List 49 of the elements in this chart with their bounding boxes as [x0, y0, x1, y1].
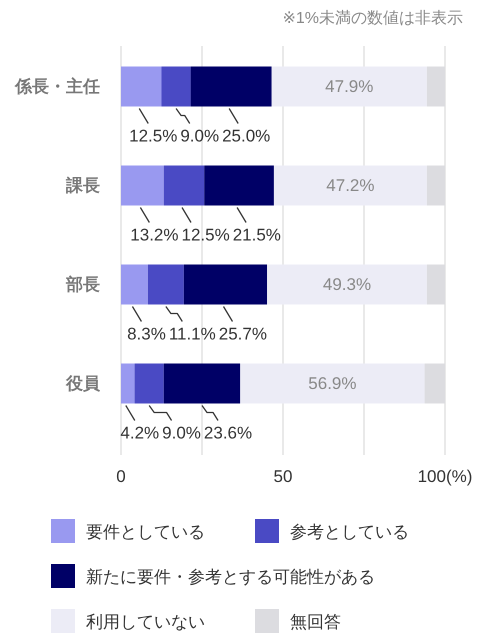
data-label: 13.2% [130, 226, 178, 244]
data-label: 49.3% [322, 275, 372, 294]
bar [240, 364, 425, 404]
bar [121, 66, 162, 106]
data-label: 11.1% [168, 324, 216, 344]
bar [184, 264, 268, 304]
data-label: 8.3% [127, 324, 166, 344]
bar [162, 66, 191, 106]
y-tick-label: 係長・主任 [14, 77, 100, 96]
data-label: 9.0% [180, 126, 220, 146]
y-tick-label: 役員 [65, 374, 101, 393]
y-tick-label: 部長 [65, 275, 100, 294]
data-label: 25.7% [218, 324, 267, 344]
bar [164, 364, 240, 404]
x-tick-label: 50 [274, 467, 292, 486]
bar [426, 166, 445, 206]
bar [164, 166, 204, 206]
bar [424, 364, 445, 404]
legend-label: 無回答 [290, 612, 341, 632]
y-tick-label: 課長 [65, 176, 100, 195]
x-tick-label: 0 [116, 467, 126, 486]
bar [426, 264, 445, 304]
data-label: 9.0% [162, 424, 201, 442]
bar [274, 166, 427, 206]
bar [121, 264, 148, 304]
data-label: 21.5% [232, 226, 281, 244]
data-label: 47.9% [325, 77, 374, 96]
data-label: 25.0% [222, 126, 270, 146]
bar [134, 364, 164, 404]
data-label: 47.2% [326, 176, 374, 195]
data-label: 56.9% [308, 374, 357, 393]
bar [426, 66, 445, 106]
legend-label: 参考としている [290, 522, 409, 542]
bar [267, 264, 427, 304]
bar [190, 66, 272, 106]
bar [121, 166, 164, 206]
legend-label: 新たに要件・参考とする可能性がある [86, 568, 375, 586]
text: ※1%未満の数値は非表示 [282, 9, 463, 27]
bar [148, 264, 184, 304]
bar [204, 166, 274, 206]
x-tick-label: 100(%) [418, 467, 472, 486]
data-label: 12.5% [129, 126, 178, 146]
data-label: 4.2% [120, 424, 160, 442]
bar [272, 66, 427, 106]
data-label: 23.6% [204, 424, 252, 442]
legend-label: 利用していない [86, 612, 205, 632]
data-label: 12.5% [181, 226, 230, 244]
legend-label: 要件としている [86, 522, 205, 542]
bar [121, 364, 135, 404]
